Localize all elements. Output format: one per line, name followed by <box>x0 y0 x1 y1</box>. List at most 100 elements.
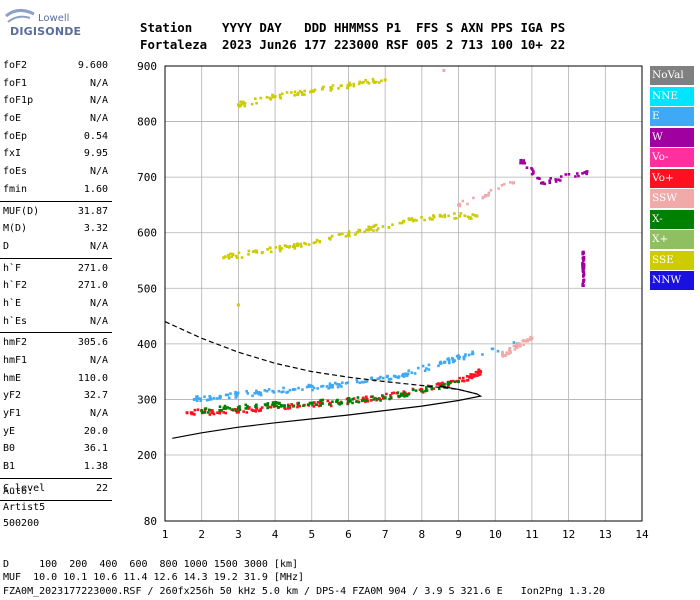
param-row-hme: hmE 110.0 <box>0 371 112 389</box>
data-point <box>320 87 324 91</box>
x-tick-label: 10 <box>489 528 502 541</box>
param-name: fmin <box>3 183 28 195</box>
param-name: hmF2 <box>3 337 28 349</box>
data-point <box>275 404 278 408</box>
data-point <box>466 215 470 219</box>
data-point <box>365 395 368 399</box>
param-value: N/A <box>89 113 108 125</box>
param-value: 9.600 <box>77 60 108 71</box>
data-point <box>400 392 403 396</box>
data-point <box>508 346 512 350</box>
data-point <box>200 411 204 414</box>
data-point <box>496 349 500 353</box>
param-value: N/A <box>89 297 108 309</box>
data-point <box>204 407 208 410</box>
data-point <box>227 255 230 259</box>
data-point <box>335 400 338 404</box>
param-row-hmf1: hmF1 N/A <box>0 353 112 371</box>
data-point <box>246 392 250 395</box>
data-point <box>227 257 231 260</box>
param-row-foes: foEs N/A <box>0 164 112 182</box>
data-point <box>241 102 245 105</box>
data-point <box>381 394 384 397</box>
data-point <box>470 352 474 356</box>
autoscaling-label: Auto: <box>3 486 34 497</box>
data-point <box>308 401 312 405</box>
data-point <box>341 232 344 236</box>
data-point <box>293 245 296 248</box>
param-name: yF1 <box>3 408 22 420</box>
data-point <box>228 407 232 410</box>
data-point <box>287 404 290 408</box>
x-tick-label: 11 <box>525 528 538 541</box>
data-point <box>247 249 251 253</box>
param-name: M(D) <box>3 223 28 235</box>
param-row-fof1p: foF1p N/A <box>0 93 112 111</box>
data-point <box>206 398 210 402</box>
data-point <box>193 413 196 416</box>
data-point <box>255 403 258 407</box>
digisonde-logo: Lowell DIGISONDE <box>4 8 81 42</box>
data-point <box>432 215 436 219</box>
param-value: N/A <box>89 95 108 107</box>
data-point <box>268 96 272 100</box>
param-row-mufd: MUF(D) 31.87 <box>0 204 112 222</box>
param-value: 36.1 <box>83 443 108 455</box>
data-point <box>455 216 458 220</box>
data-point <box>389 396 393 399</box>
data-point <box>216 411 219 415</box>
data-point <box>330 234 334 238</box>
data-point <box>224 411 228 415</box>
data-point <box>339 84 343 88</box>
data-point <box>507 348 511 352</box>
data-point <box>543 182 547 186</box>
data-point <box>469 375 472 378</box>
data-point <box>393 375 397 378</box>
data-point <box>348 234 351 238</box>
data-point <box>526 338 530 341</box>
data-point <box>303 89 306 93</box>
data-point <box>303 241 306 245</box>
divider <box>0 332 112 334</box>
data-point <box>224 407 228 410</box>
x-tick-label: 7 <box>382 528 389 541</box>
data-point <box>581 172 584 175</box>
data-point <box>457 357 461 360</box>
data-point <box>501 350 504 354</box>
data-point <box>311 403 314 407</box>
param-row-fxi: fxI 9.95 <box>0 146 112 164</box>
data-point <box>403 395 406 398</box>
param-row-fof2: foF2 9.600 <box>0 58 112 76</box>
data-point <box>226 393 230 397</box>
param-name: B1 <box>3 461 16 473</box>
x-tick-label: 6 <box>345 528 352 541</box>
param-row-clevel: C-level 22 <box>0 481 112 499</box>
data-point <box>468 217 471 220</box>
data-point <box>355 231 359 234</box>
data-point <box>331 84 335 87</box>
data-point <box>244 407 248 410</box>
data-point <box>420 388 424 392</box>
data-point <box>481 196 485 200</box>
data-point <box>366 80 369 84</box>
legend-item-vo: Vo- <box>650 148 694 167</box>
data-point <box>383 396 387 400</box>
data-point <box>244 403 248 407</box>
data-point <box>447 214 450 218</box>
data-point <box>288 388 292 392</box>
footer-file-info: FZA0M_2023177223000.RSF / 260fx256h 50 k… <box>3 586 606 597</box>
data-point <box>209 397 212 401</box>
param-name: foEs <box>3 166 28 178</box>
data-point <box>226 406 229 409</box>
polarization-legend: NoVal NNE E W Vo- Vo+ SSW X- X+ SSE NNW <box>650 66 694 292</box>
data-point <box>410 371 414 374</box>
data-point <box>564 173 568 176</box>
data-point <box>318 401 322 405</box>
data-point <box>283 406 286 410</box>
data-point <box>229 252 232 256</box>
data-point <box>195 397 199 401</box>
data-point <box>224 393 228 397</box>
data-point <box>387 226 391 229</box>
data-point <box>407 392 410 396</box>
param-value: N/A <box>89 355 108 366</box>
